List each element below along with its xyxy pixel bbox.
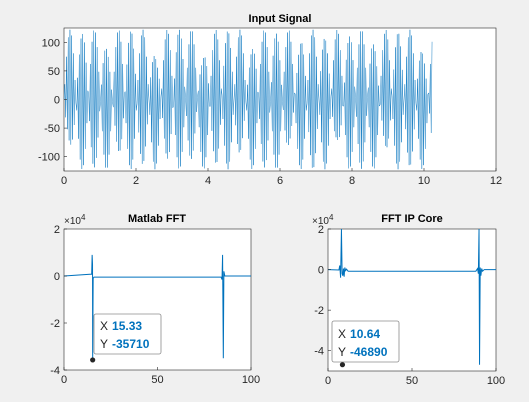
y-tick-label: 50 xyxy=(48,66,60,78)
datatip-fft-ip-core[interactable]: X 10.64 Y -46890 xyxy=(331,320,400,368)
x-tick-label: 4 xyxy=(205,175,211,187)
y-tick-label: -50 xyxy=(44,123,60,135)
y-tick-label: 100 xyxy=(42,37,60,49)
datatip-y-value-fft-ip-core: -46890 xyxy=(350,345,388,359)
axes-fft-ip-core[interactable]: FFT IP Core ×104 0 50 100 -4 -2 0 2 X 10.64 Y -4… xyxy=(312,213,505,387)
x-tick-label: 12 xyxy=(490,175,502,187)
exponent-power-matlab-fft: 4 xyxy=(81,213,86,222)
y-tick-label: 0 xyxy=(54,95,60,107)
x-tick-label: 100 xyxy=(487,375,505,387)
x-tick-label: 100 xyxy=(242,374,260,386)
x-tick-label: 8 xyxy=(349,175,355,187)
datatip-y-value-matlab-fft: -35710 xyxy=(112,337,150,351)
x-tick-label: 0 xyxy=(325,375,331,387)
series-line-fft-ip-core xyxy=(327,228,496,365)
y-tick-label: -4 xyxy=(50,365,60,377)
datatip-marker-matlab-fft xyxy=(90,357,96,363)
x-tick-label: 50 xyxy=(151,374,163,386)
y-tick-label: 2 xyxy=(318,224,324,236)
x-tick-label: 6 xyxy=(277,175,283,187)
datatip-x-row-matlab-fft: X 15.33 xyxy=(100,319,142,333)
y-tick-label: 0 xyxy=(318,265,324,277)
x-tick-label: 0 xyxy=(61,175,67,187)
exponent-label-fft-ip-core: ×104 xyxy=(312,213,334,227)
axes-matlab-fft[interactable]: Matlab FFT ×104 0 50 100 -4 -2 0 2 X 15.33 Y -35… xyxy=(50,213,260,386)
datatip-y-label-matlab-fft: Y xyxy=(100,337,108,351)
datatip-box-fft-ip-core xyxy=(331,320,400,363)
datatip-x-label-matlab-fft: X xyxy=(100,319,108,333)
exponent-power-fft-ip-core: 4 xyxy=(329,213,334,222)
series-line-matlab-fft xyxy=(63,254,251,360)
x-tick-label: 50 xyxy=(406,375,418,387)
x-tick-label: 2 xyxy=(133,175,139,187)
datatip-box-matlab-fft xyxy=(93,313,162,355)
chart-title-input-signal: Input Signal xyxy=(249,13,312,25)
exponent-base-fft-ip-core: ×10 xyxy=(312,216,329,227)
datatip-y-label-fft-ip-core: Y xyxy=(338,345,346,359)
y-tick-label: -4 xyxy=(314,346,324,358)
ticks-fft-ip-core: 0 50 100 -4 -2 0 2 xyxy=(314,224,505,387)
y-tick-label: -100 xyxy=(38,152,60,164)
exponent-base-matlab-fft: ×10 xyxy=(64,216,81,227)
ticks-matlab-fft: 0 50 100 -4 -2 0 2 xyxy=(50,224,260,386)
x-tick-label: 10 xyxy=(418,175,430,187)
datatip-matlab-fft[interactable]: X 15.33 Y -35710 xyxy=(90,313,162,363)
datatip-y-row-matlab-fft: Y -35710 xyxy=(100,337,150,351)
y-tick-label: -2 xyxy=(50,318,60,330)
datatip-x-label-fft-ip-core: X xyxy=(338,327,346,341)
x-tick-label: 0 xyxy=(61,374,67,386)
datatip-x-row-fft-ip-core: X 10.64 xyxy=(338,327,380,341)
axes-input-signal[interactable]: Input Signal 0 2 4 6 8 10 12 -100 -50 0 50 100 xyxy=(38,13,502,187)
datatip-marker-fft-ip-core xyxy=(339,362,346,368)
chart-title-matlab-fft: Matlab FFT xyxy=(128,213,186,225)
y-tick-label: -2 xyxy=(314,305,324,317)
y-tick-label: 2 xyxy=(54,224,60,236)
y-tick-label: 0 xyxy=(54,271,60,283)
chart-title-fft-ip-core: FFT IP Core xyxy=(381,213,443,225)
ticks-input-signal: 0 2 4 6 8 10 12 -100 -50 0 50 100 xyxy=(38,37,502,187)
series-line-input-signal xyxy=(63,29,433,170)
exponent-label-matlab-fft: ×104 xyxy=(64,213,86,227)
datatip-x-value-matlab-fft: 15.33 xyxy=(112,319,142,333)
datatip-y-row-fft-ip-core: Y -46890 xyxy=(338,345,388,359)
datatip-x-value-fft-ip-core: 10.64 xyxy=(350,327,380,341)
